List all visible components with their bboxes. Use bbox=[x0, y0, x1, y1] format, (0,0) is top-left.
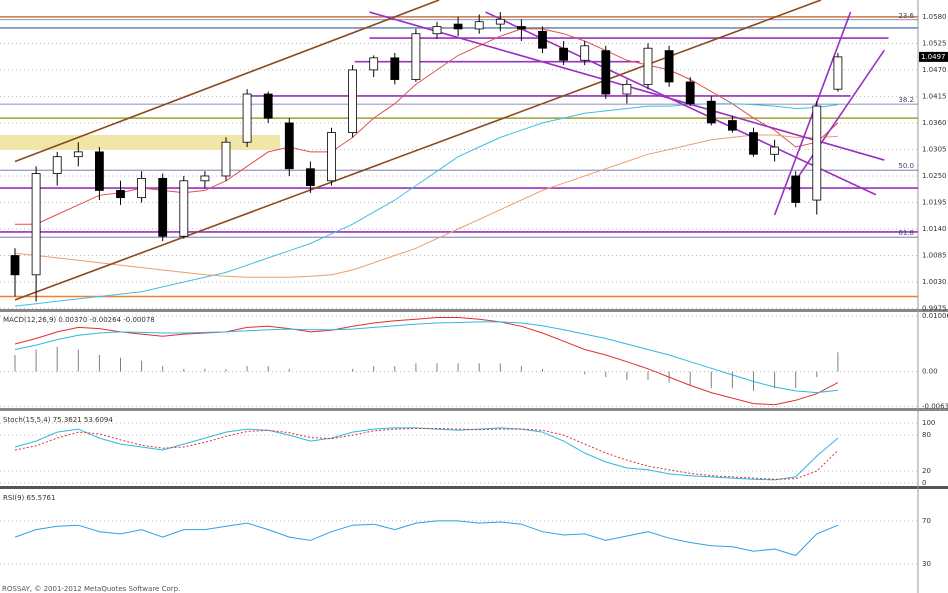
trend-line bbox=[788, 49, 885, 191]
series-line bbox=[14, 103, 838, 307]
candle-body bbox=[221, 141, 231, 177]
candle-body bbox=[622, 83, 632, 95]
y-tick-label: 80 bbox=[922, 431, 931, 439]
panel bbox=[0, 315, 918, 407]
candle-body bbox=[305, 168, 315, 187]
candle-body bbox=[390, 57, 400, 80]
candle-body bbox=[749, 132, 758, 155]
series-line bbox=[15, 28, 839, 225]
series-line bbox=[14, 520, 839, 557]
candle-body bbox=[242, 93, 252, 143]
y-tick-label: 1.0140 bbox=[922, 225, 947, 233]
y-tick-label: 70 bbox=[922, 517, 931, 525]
candle-body bbox=[559, 47, 568, 61]
candle-body bbox=[348, 69, 358, 133]
panel-separator bbox=[0, 486, 948, 489]
candle-body bbox=[685, 81, 695, 105]
y-tick-label: 100 bbox=[922, 419, 935, 427]
candle-body bbox=[263, 93, 273, 119]
series-line bbox=[14, 428, 839, 480]
candle-body bbox=[327, 132, 336, 182]
candle-body bbox=[791, 175, 801, 203]
candle-body bbox=[31, 173, 41, 276]
y-tick-label: 1.0085 bbox=[922, 252, 947, 260]
candle-body bbox=[517, 26, 526, 30]
candle-body bbox=[116, 190, 125, 199]
fib-label: 38.2 bbox=[898, 96, 914, 104]
candle-body bbox=[495, 18, 505, 25]
candle-body bbox=[601, 50, 611, 95]
last-price-label: 1.0497 bbox=[921, 53, 946, 61]
y-tick-label: 1.0525 bbox=[922, 39, 947, 47]
series-line bbox=[14, 321, 838, 394]
candle-body bbox=[52, 156, 62, 174]
candle-body bbox=[664, 50, 674, 83]
y-tick-label: 0.9975 bbox=[922, 305, 947, 313]
y-tick-label: 0.01006 bbox=[922, 312, 948, 320]
fib-label: 50.0 bbox=[898, 162, 914, 170]
candle-body bbox=[770, 146, 779, 155]
y-tick-label: 1.0360 bbox=[922, 119, 947, 127]
panel bbox=[0, 0, 918, 310]
candle-body bbox=[538, 30, 547, 49]
series-line bbox=[14, 134, 838, 278]
candle-body bbox=[73, 151, 83, 158]
y-tick-label: 0.00 bbox=[922, 368, 938, 376]
panel-label: RSI(9) 65.5761 bbox=[3, 494, 55, 502]
candle-body bbox=[812, 105, 822, 201]
candle-body bbox=[643, 47, 653, 85]
panel-label: Stoch(15,5,4) 75.3621 53.6094 bbox=[3, 416, 113, 424]
candle-body bbox=[284, 122, 294, 170]
y-tick-label: 1.0415 bbox=[922, 92, 947, 100]
y-tick-label: 0 bbox=[922, 479, 926, 487]
candle-body bbox=[179, 180, 189, 237]
zone bbox=[0, 134, 280, 150]
panel bbox=[0, 422, 918, 484]
y-tick-label: 1.0195 bbox=[922, 198, 947, 206]
fib-label: 23.6 bbox=[898, 12, 914, 20]
candle-body bbox=[474, 21, 484, 30]
panel-separator bbox=[0, 408, 948, 411]
candle-body bbox=[369, 57, 379, 71]
y-tick-label: 30 bbox=[922, 560, 931, 568]
y-tick-label: 1.0580 bbox=[922, 13, 947, 21]
candle-body bbox=[453, 23, 463, 30]
y-tick-label: -0.0063 bbox=[922, 402, 948, 410]
trend-line bbox=[485, 11, 877, 196]
trend-line bbox=[14, 0, 822, 301]
trend-line bbox=[14, 0, 440, 163]
candle-body bbox=[728, 120, 737, 131]
candle-body bbox=[10, 255, 20, 276]
y-tick-label: 1.0030 bbox=[922, 278, 947, 286]
y-tick-label: 1.0250 bbox=[922, 172, 947, 180]
last-price-box bbox=[919, 51, 948, 62]
candle-body bbox=[411, 33, 421, 80]
candle-body bbox=[432, 26, 442, 35]
y-tick-label: 1.0470 bbox=[922, 66, 947, 74]
fib-label: 61.8 bbox=[898, 229, 914, 237]
candle-body bbox=[580, 45, 590, 61]
candle-body bbox=[95, 151, 104, 191]
footer: ROSSAY, © 2001-2012 MetaQuotes Software … bbox=[2, 585, 180, 593]
panel-label: MACD(12,26,9) 0.00370 -0.00264 -0.00078 bbox=[3, 316, 155, 324]
panel bbox=[0, 520, 918, 565]
y-tick-label: 20 bbox=[922, 467, 931, 475]
candle-body bbox=[200, 175, 210, 182]
series-line bbox=[14, 317, 839, 406]
candle-body bbox=[158, 177, 168, 237]
candle-body bbox=[706, 100, 716, 124]
candle-body bbox=[833, 56, 843, 90]
series-line bbox=[14, 427, 839, 481]
candle-body bbox=[137, 177, 147, 199]
y-tick-label: 1.0305 bbox=[922, 145, 947, 153]
panel-separator bbox=[0, 309, 948, 312]
